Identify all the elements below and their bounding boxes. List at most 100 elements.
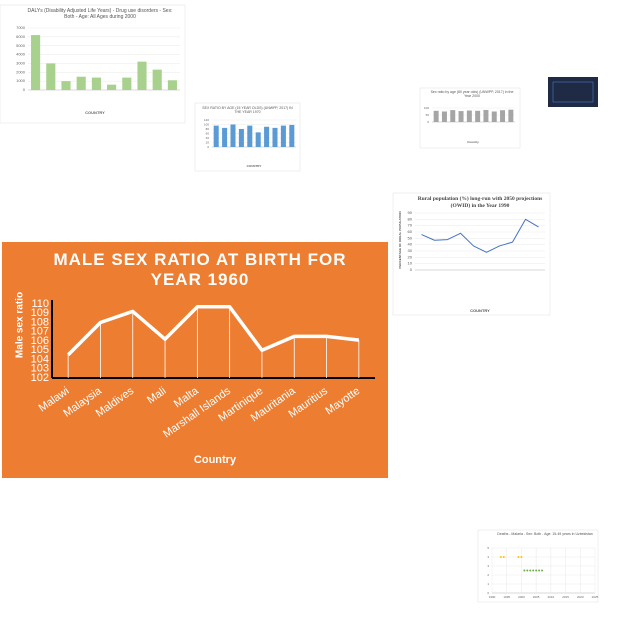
chart-title-box: Deaths - Malaria - Sex: Both - Age: 15-4… [497,532,593,536]
y-tick-label: 90 [408,210,413,215]
chart-title-box: MALE SEX RATIO AT BIRTH FOR YEAR 1960 [53,250,347,290]
point [517,556,520,558]
y-tick-label: 105 [31,344,49,356]
bar [152,69,162,90]
y-tick-label: 60 [206,131,210,135]
y-tick-label: 5000 [16,43,26,48]
chart-title: Deaths - Malaria - Sex: Both - Age: 15-4… [497,532,593,536]
bar [450,110,456,122]
y-tick-label: 3000 [16,60,26,65]
y-tick-label: 0 [23,87,26,92]
x-axis-label: COUNTRY [85,110,105,115]
x-tick-label: 2020 [577,595,584,599]
chart-title-box: DALYs (Disability Adjusted Life Years) -… [27,8,173,20]
bar [289,124,295,147]
bar [508,109,514,122]
x-tick-label: 2025 [592,595,599,599]
bar [500,110,506,122]
y-tick-label: 7000 [16,25,26,30]
y-tick-label: 106 [31,335,49,347]
bar [222,127,228,147]
data-line [66,305,360,357]
y-tick-label: 70 [408,223,413,228]
chart-title: Sex ratio by age (80 year olds) (UNWPP, … [430,90,514,99]
y-tick-label: 10 [408,261,413,266]
data-line [421,218,539,253]
bar [272,127,278,147]
dark-thumbnail-plot [552,81,594,103]
y-tick-label: 5 [487,546,489,550]
bar [458,111,464,122]
bar [441,111,447,122]
point [520,556,523,558]
point [502,556,505,558]
chart-title: DALYs (Disability Adjusted Life Years) -… [27,8,173,20]
y-tick-label: 110 [31,298,49,310]
bar [475,110,481,122]
y-tick-label: 100 [204,122,209,126]
bar [230,124,236,147]
bar [46,63,56,90]
x-tick-label: 1995 [503,595,510,599]
y-tick-label: 1 [487,582,489,586]
y-tick-label: 2000 [16,69,26,74]
dark-thumbnail [548,77,598,107]
y-tick-label: 0 [427,120,429,124]
y-tick-label: 109 [31,307,49,319]
y-tick-label: 3 [487,564,489,568]
y-tick-label: 80 [408,216,413,221]
y-tick-label: 107 [31,326,49,338]
y-axis-label: PERCENTAGE OF RURAL POPULATION [398,211,402,268]
bar [61,81,71,90]
chart-title-box: Rural population (%) long-run with 2050 … [417,196,543,209]
y-tick-label: 102 [31,372,49,384]
y-tick-label: 60 [408,229,413,234]
point [535,569,538,572]
chart-title-box: Sex ratio by age (80 year olds) (UNWPP, … [430,90,514,99]
y-tick-label: 80 [206,127,210,131]
bar [491,111,497,122]
y-tick-label: 103 [31,363,49,375]
bar [264,126,270,147]
y-tick-label: 100 [424,106,429,110]
chart-background [2,242,388,478]
point [541,569,544,572]
point [526,569,529,572]
bar [213,125,219,147]
bar [76,76,86,90]
point [499,556,502,558]
y-tick-label: 40 [206,136,210,140]
y-tick-label: 6000 [16,34,26,39]
y-tick-label: 0 [207,145,209,149]
chart-title: MALE SEX RATIO AT BIRTH FOR YEAR 1960 [53,250,347,290]
y-axis-label: Male sex ratio [15,292,26,358]
y-tick-label: 104 [31,353,49,365]
chart-background [392,192,551,316]
y-tick-label: 30 [408,248,413,253]
x-axis-label: Country [467,140,479,144]
bar [137,61,147,90]
point [523,569,526,572]
chart-background [0,4,186,124]
x-axis-label: COUNTRY [470,308,490,313]
point [529,569,532,572]
bar [122,77,132,90]
y-tick-label: 1000 [16,78,26,83]
bar [247,125,253,147]
y-tick-label: 108 [31,316,49,328]
y-tick-label: 120 [204,118,209,122]
point [532,569,535,572]
y-tick-label: 50 [408,235,413,240]
x-tick-label: 2000 [518,595,525,599]
bar [280,125,286,147]
point [538,569,541,572]
chart-title: Rural population (%) long-run with 2050 … [417,196,543,209]
bar [433,110,439,122]
bar [167,80,177,90]
x-tick-label: 1990 [489,595,496,599]
y-tick-label: 4 [487,555,489,559]
y-tick-label: 20 [408,254,413,259]
bar [238,129,244,147]
